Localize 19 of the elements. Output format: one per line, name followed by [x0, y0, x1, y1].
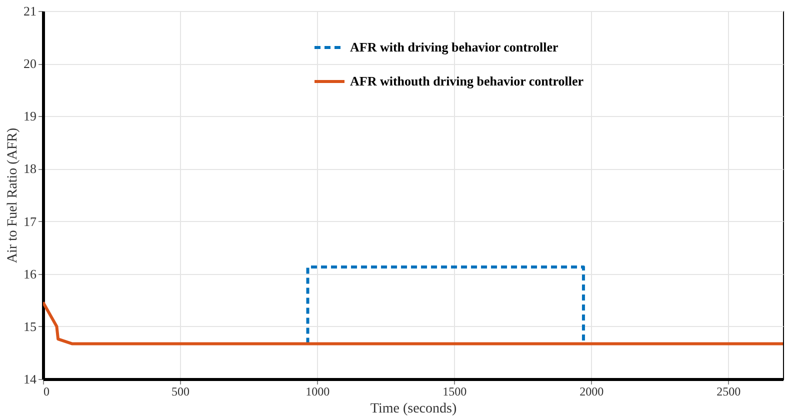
legend-label: AFR with driving behavior controller: [350, 40, 558, 54]
y-tick-label: 19: [24, 108, 36, 124]
x-axis-title: Time (seconds): [370, 402, 457, 416]
x-tick-label: 2500: [716, 384, 741, 398]
y-tick-label: 21: [24, 4, 36, 18]
y-tick-label: 17: [24, 214, 37, 229]
line-series: [43, 300, 783, 346]
x-tick-label: 1000: [306, 384, 330, 398]
x-tick-label: 500: [172, 384, 190, 398]
y-tick-label: 14: [24, 372, 37, 386]
y-tick-label: 20: [24, 56, 36, 72]
x-tick-label: 0: [44, 384, 50, 398]
x-tick-label: 1500: [442, 384, 467, 398]
y-tick-label: 16: [24, 266, 37, 282]
y-axis-title: Air to Fuel Ratio (AFR): [6, 128, 20, 264]
y-tick-label: 15: [24, 318, 36, 334]
x-tick-label: 2000: [580, 384, 604, 398]
y-tick-label: 18: [24, 161, 36, 176]
legend-label: AFR withouth driving behavior controller: [350, 74, 584, 88]
